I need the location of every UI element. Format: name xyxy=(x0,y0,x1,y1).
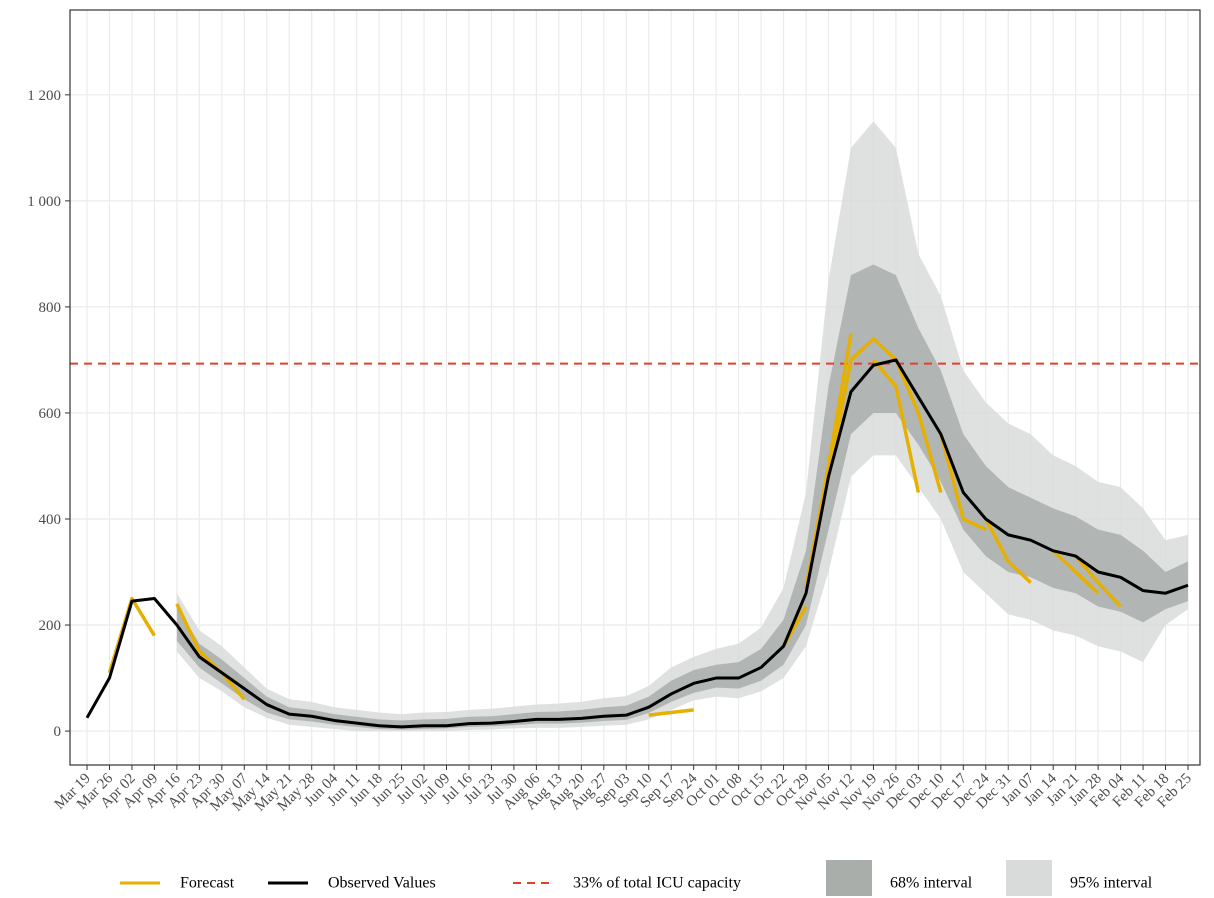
y-tick-label: 400 xyxy=(39,512,62,528)
legend-label: 33% of total ICU capacity xyxy=(573,875,741,892)
legend-key xyxy=(826,860,872,896)
y-tick-label: 600 xyxy=(39,406,62,422)
forecast-line xyxy=(1074,554,1122,608)
y-tick-label: 800 xyxy=(39,300,62,316)
legend-label: 68% interval xyxy=(890,875,973,892)
y-tick-label: 0 xyxy=(54,724,62,740)
forecast-line xyxy=(175,603,246,701)
forecast-line xyxy=(984,518,1032,584)
legend-label: Observed Values xyxy=(328,875,436,892)
legend: Forecast Observed Values 33% of total IC… xyxy=(120,860,1153,896)
y-tick-label: 1 200 xyxy=(27,88,61,104)
forecast-line xyxy=(648,708,694,717)
plot-frame xyxy=(69,9,1201,766)
y-tick-label: 1 000 xyxy=(27,194,61,210)
legend-label: Forecast xyxy=(180,875,235,892)
y-tick-label: 200 xyxy=(39,618,62,634)
forecast-line xyxy=(939,433,987,532)
legend-key xyxy=(1006,860,1052,896)
interval-band xyxy=(176,264,1188,730)
interval-band xyxy=(176,121,1188,732)
forecast-line xyxy=(1051,549,1100,595)
forecast-line xyxy=(826,336,898,477)
forecast-line xyxy=(872,358,921,493)
legend-label: 95% interval xyxy=(1070,875,1153,892)
forecast-line xyxy=(894,359,943,493)
observed-line xyxy=(85,358,1189,729)
